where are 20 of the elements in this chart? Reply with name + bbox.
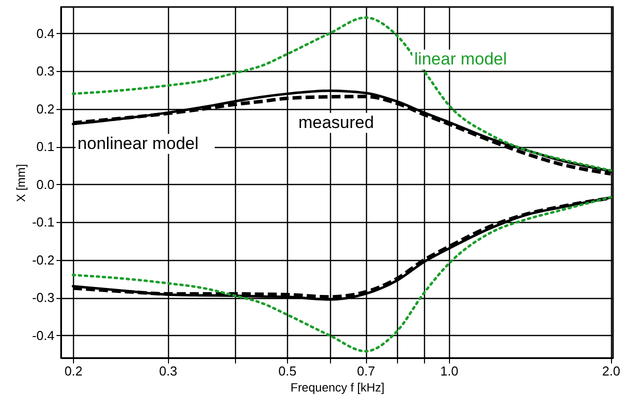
x-axis-title: Frequency f [kHz] (290, 380, 385, 394)
x-tick-label: 0.3 (159, 364, 178, 378)
series-label: measured (298, 112, 374, 132)
y-tick-label: -0.1 (32, 214, 54, 230)
y-tick-label: -0.3 (32, 290, 54, 306)
y-tick-label: 0.0 (36, 176, 54, 192)
y-axis-title: X [mm] (14, 164, 28, 202)
series-label: linear model (414, 50, 507, 69)
y-tick-label: -0.4 (32, 328, 54, 343)
y-tick-label: 0.4 (36, 26, 54, 41)
y-tick-label: 0.3 (36, 64, 54, 79)
x-tick-label: 0.7 (356, 364, 376, 378)
y-tick-label: 0.2 (36, 101, 54, 116)
y-tick-label: 0.1 (36, 139, 54, 154)
x-tick-label: 0.5 (278, 364, 296, 378)
x-tick-label: 1.0 (440, 364, 458, 378)
series-label: nonlinear model (78, 134, 199, 153)
x-tick-label: 0.2 (64, 364, 83, 378)
y-tick-label: -0.2 (32, 252, 54, 268)
x-tick-label: 2.0 (602, 364, 620, 378)
